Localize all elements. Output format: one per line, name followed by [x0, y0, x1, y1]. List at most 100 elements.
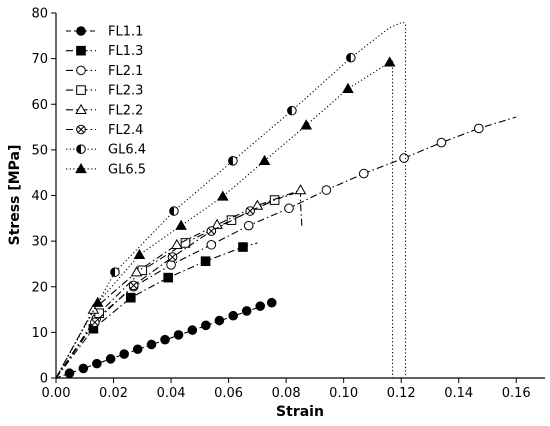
data-point-fl2-1: [321, 185, 332, 195]
legend-marker-fl2-1: [76, 65, 86, 76]
legend-marker-fl2-4: [76, 124, 86, 135]
data-point-gl6-4: [346, 52, 356, 63]
legend-label-fl2-4: FL2.4: [108, 123, 143, 138]
x-tick-label: 0.00: [42, 386, 71, 401]
data-point-fl1-1: [64, 368, 75, 379]
series-line-gl6-4: [55, 21, 407, 379]
axes-frame: [55, 13, 545, 379]
data-point-fl2-4: [128, 280, 139, 291]
data-point-fl1-1: [255, 301, 266, 311]
data-point-fl1-1: [92, 358, 102, 369]
legend-label-fl1-3: FL1.3: [108, 44, 143, 59]
legend-item-fl2-1: FL2.1: [66, 64, 143, 79]
data-point-fl1-1: [228, 310, 238, 321]
data-point-fl1-1: [146, 339, 157, 350]
data-point-fl1-1: [160, 334, 170, 345]
legend-item-fl2-3: FL2.3: [66, 84, 143, 99]
data-point-fl2-4: [90, 317, 100, 328]
data-point-gl6-5: [175, 219, 187, 230]
series-fl2-4: [55, 196, 281, 379]
y-tick-label: 80: [31, 7, 48, 22]
legend-marker-fl1-1: [76, 26, 86, 36]
data-point-fl1-1: [266, 297, 277, 308]
x-tick-label: 0.06: [214, 386, 243, 401]
legend-item-fl2-4: FL2.4: [66, 123, 143, 138]
legend-marker-fl1-3: [76, 45, 86, 56]
x-tick-label: 0.08: [272, 386, 301, 401]
y-axis-title-group: Stress [MPa]: [7, 145, 23, 246]
y-axis-title: Stress [MPa]: [7, 145, 23, 246]
data-point-fl1-1: [132, 344, 143, 355]
data-point-fl2-4: [245, 206, 255, 216]
legend-item-fl1-3: FL1.3: [66, 44, 143, 59]
legend-item-fl1-1: FL1.1: [66, 25, 143, 40]
x-tick-label: 0.12: [387, 386, 416, 401]
y-tick-label: 30: [31, 235, 48, 250]
legend-label-fl2-2: FL2.2: [108, 103, 143, 118]
x-tick-label: 0.14: [444, 386, 473, 401]
data-point-fl2-1: [166, 260, 176, 270]
data-point-fl2-2: [171, 238, 183, 249]
data-point-fl2-2: [87, 303, 100, 314]
data-point-gl6-4: [287, 105, 297, 116]
y-tick-label: 20: [31, 280, 48, 295]
data-point-fl2-1: [358, 168, 369, 179]
data-point-fl2-1: [399, 153, 409, 163]
series-line-fl2-2: [55, 189, 303, 379]
data-point-fl2-4: [206, 226, 217, 236]
data-point-fl2-1: [284, 203, 294, 214]
data-point-fl2-1: [436, 137, 447, 148]
x-tick-label: 0.02: [99, 386, 128, 401]
series-line-fl1-3: [55, 242, 258, 379]
data-point-gl6-5: [91, 296, 104, 307]
data-point-fl1-1: [173, 330, 184, 340]
data-point-fl1-3: [238, 242, 248, 252]
data-point-fl2-1: [206, 239, 217, 250]
legend-item-gl6-5: GL6.5: [66, 162, 146, 177]
y-tick-label: 60: [31, 98, 48, 113]
legend-label-gl6-4: GL6.4: [108, 143, 146, 158]
data-point-fl2-3: [180, 238, 191, 248]
data-point-fl1-3: [200, 256, 211, 266]
data-point-fl2-2: [294, 184, 307, 195]
series-layer: [55, 21, 517, 379]
legend-marker-gl6-5: [75, 162, 87, 174]
data-point-fl2-1: [474, 123, 484, 134]
data-point-gl6-5: [383, 56, 396, 67]
data-point-fl2-2: [251, 199, 264, 210]
legend-item-gl6-4: GL6.4: [66, 143, 146, 158]
data-point-fl1-1: [105, 354, 116, 364]
legend-item-fl2-2: FL2.2: [66, 103, 143, 118]
data-point-fl1-1: [78, 363, 89, 374]
series-line-gl6-5: [55, 60, 394, 379]
data-point-fl1-1: [119, 349, 129, 359]
legend-label-fl1-1: FL1.1: [108, 25, 143, 40]
y-tick-label: 70: [31, 52, 48, 67]
data-point-gl6-4: [169, 206, 179, 216]
data-point-fl1-1: [214, 315, 225, 326]
x-tick-label: 0.04: [157, 386, 186, 401]
legend-marker-fl2-3: [76, 85, 86, 95]
data-point-gl6-5: [217, 190, 229, 201]
x-tick-label: 0.16: [502, 386, 531, 401]
y-tick-label: 50: [31, 143, 48, 158]
series-fl1-1: [55, 297, 277, 379]
legend-marker-fl2-2: [75, 103, 87, 115]
series-fl2-2: [55, 184, 307, 379]
data-point-fl1-3: [163, 272, 173, 283]
data-point-gl6-5: [300, 119, 313, 130]
series-gl6-5: [55, 56, 396, 379]
y-tick-label: 10: [31, 326, 48, 341]
legend: FL1.1 FL1.3 FL2.1 FL2.3 FL2.2 FL2.4 GL6.4 GL6.5: [66, 25, 146, 177]
data-point-fl1-1: [241, 306, 252, 316]
legend-label-gl6-5: GL6.5: [108, 162, 146, 177]
y-tick-label: 0: [40, 372, 48, 387]
series-gl6-4: [55, 21, 407, 379]
data-point-fl2-4: [167, 252, 178, 262]
x-axis-title: Strain: [276, 404, 324, 420]
data-point-gl6-5: [342, 82, 354, 93]
data-point-gl6-5: [133, 248, 146, 260]
data-point-fl2-2: [130, 266, 143, 277]
data-point-gl6-4: [228, 156, 238, 166]
